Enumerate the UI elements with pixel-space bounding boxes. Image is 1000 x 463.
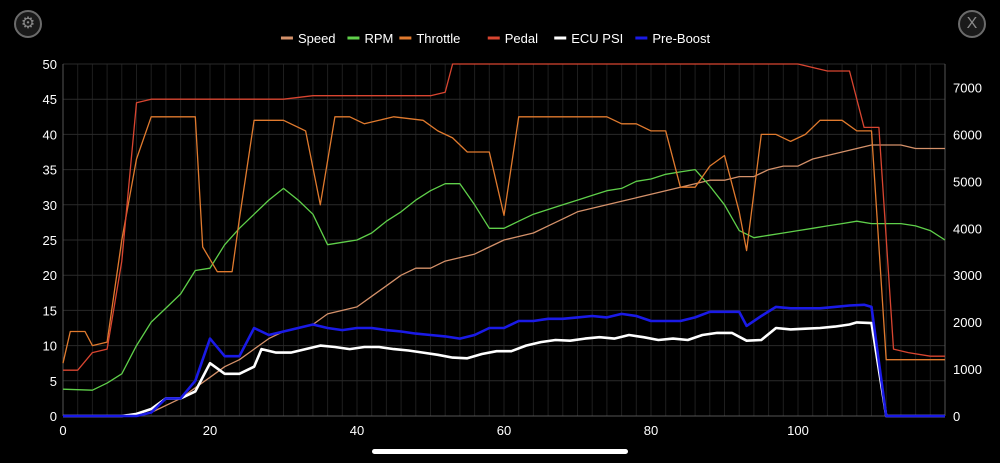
x-tick-label: 100 xyxy=(787,423,809,438)
home-indicator xyxy=(372,449,628,454)
y2-tick-label: 3000 xyxy=(953,268,982,283)
legend: Speed RPM Throttle Pedal ECU PSI Pre-Boost xyxy=(280,31,711,46)
y-tick-label: 10 xyxy=(43,339,57,354)
x-tick-label: 0 xyxy=(59,423,66,438)
close-icon: X xyxy=(966,15,978,32)
x-tick-label: 20 xyxy=(203,423,217,438)
series-line-pedal xyxy=(63,63,945,371)
y2-tick-label: 7000 xyxy=(953,80,982,95)
legend-label[interactable]: RPM xyxy=(364,31,393,46)
x-tick-label: 80 xyxy=(644,423,658,438)
y-tick-label: 25 xyxy=(43,233,57,248)
y-tick-label: 5 xyxy=(50,374,57,389)
y2-tick-label: 2000 xyxy=(953,315,982,330)
legend-label[interactable]: ECU PSI xyxy=(571,31,623,46)
y-tick-label: 35 xyxy=(43,163,57,178)
y2-tick-label: 4000 xyxy=(953,221,982,236)
series-line-speed xyxy=(63,144,945,417)
y2-tick-label: 5000 xyxy=(953,174,982,189)
series-line-throttle xyxy=(62,116,945,364)
x-tick-label: 60 xyxy=(497,423,511,438)
gear-icon: ⚙ xyxy=(20,15,36,32)
y2-tick-label: 0 xyxy=(953,409,960,424)
close-button[interactable]: X xyxy=(958,10,986,38)
series-line-pre-boost xyxy=(63,303,945,418)
series-line-ecu-psi xyxy=(63,321,945,418)
legend-label[interactable]: Throttle xyxy=(416,31,460,46)
y-tick-label: 30 xyxy=(43,198,57,213)
y-tick-label: 50 xyxy=(43,57,57,72)
x-tick-label: 40 xyxy=(350,423,364,438)
y2-tick-label: 1000 xyxy=(953,362,982,377)
y2-tick-label: 6000 xyxy=(953,127,982,142)
y-tick-label: 40 xyxy=(43,127,57,142)
y-tick-label: 15 xyxy=(43,303,57,318)
legend-label[interactable]: Pedal xyxy=(505,31,538,46)
legend-label[interactable]: Speed xyxy=(298,31,336,46)
y-tick-label: 0 xyxy=(50,409,57,424)
y-tick-label: 20 xyxy=(43,268,57,283)
series-line-rpm xyxy=(62,168,946,391)
settings-button[interactable]: ⚙ xyxy=(14,10,42,38)
y-tick-label: 45 xyxy=(43,92,57,107)
legend-label[interactable]: Pre-Boost xyxy=(652,31,710,46)
